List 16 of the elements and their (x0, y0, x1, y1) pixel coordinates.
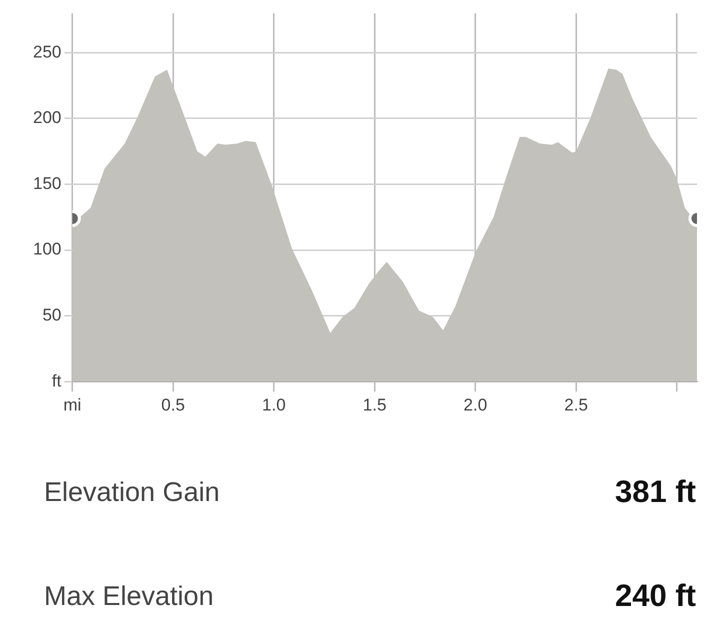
text: 240 ft (615, 578, 696, 614)
y-tick-label: 250 (32, 42, 62, 62)
text: Elevation Gain (44, 476, 220, 508)
x-tick-label: 2.5 (564, 395, 588, 414)
y-tick-label: 150 (32, 174, 62, 193)
y-tick-label: 200 (32, 108, 62, 128)
x-tick-label: 0.5 (161, 395, 185, 414)
text: 381 ft (615, 474, 696, 510)
x-tick-label: 1.0 (262, 395, 286, 414)
x-tick-label: 1.5 (362, 395, 386, 414)
text: Max Elevation (44, 580, 214, 612)
x-tick-label: 2.0 (464, 395, 488, 414)
x-tick-label: mi (63, 395, 82, 414)
y-tick-label: 100 (32, 240, 62, 259)
y-tick-label: ft (52, 371, 62, 390)
y-tick-label: 50 (42, 306, 62, 324)
